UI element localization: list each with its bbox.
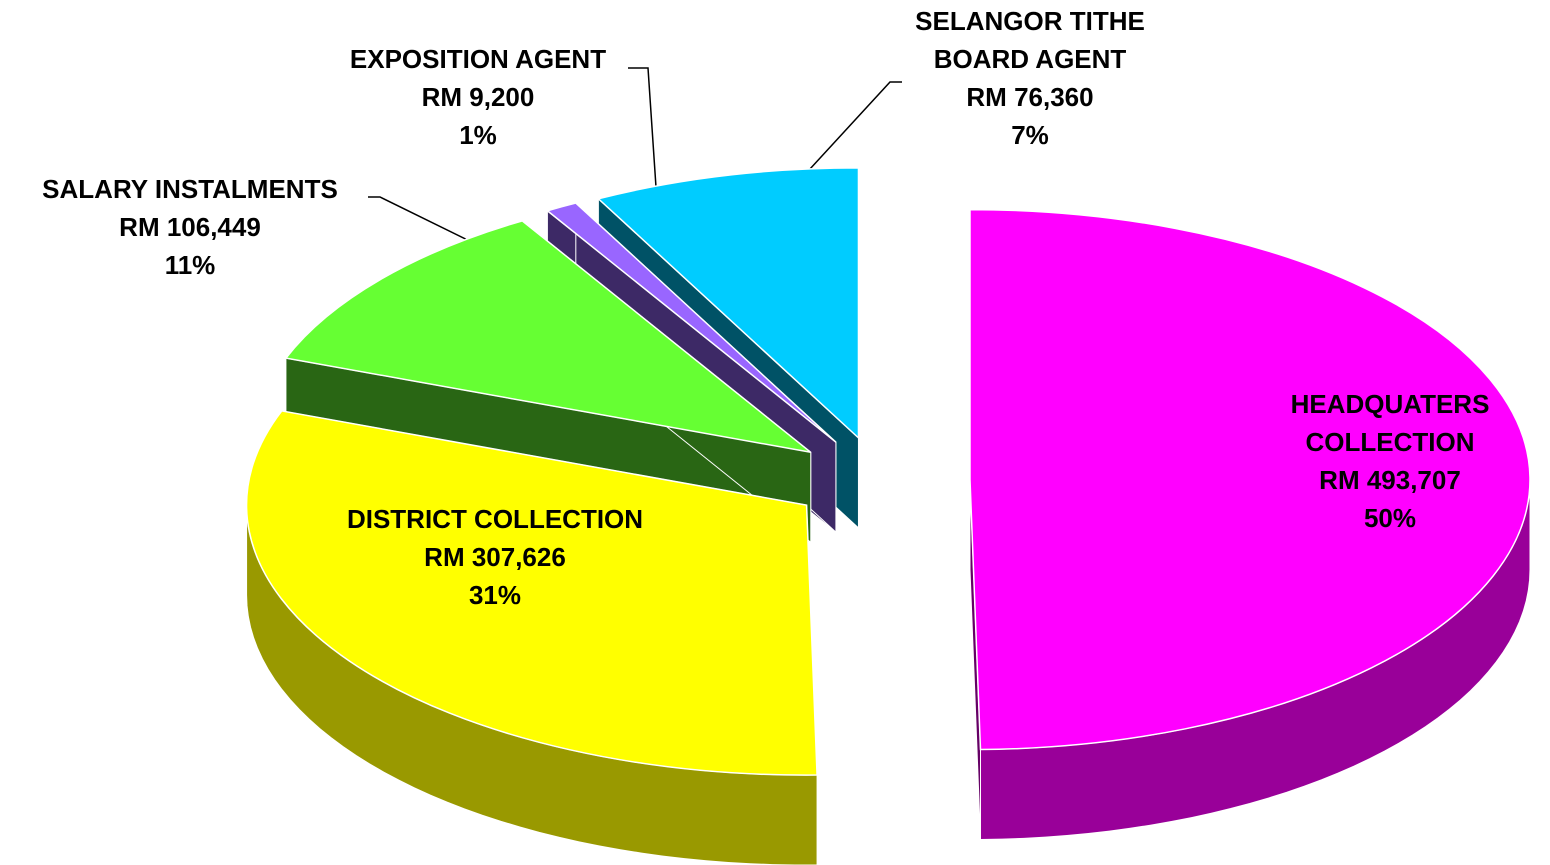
leader-line — [797, 81, 902, 183]
label-name: HEADQUATERS COLLECTION — [1290, 389, 1490, 457]
label-value: RM 493,707 — [1319, 465, 1461, 495]
data-label: SELANGOR TITHE BOARD AGENT RM 76,360 7% — [895, 2, 1165, 154]
slice-top — [245, 410, 818, 776]
label-name: EXPOSITION AGENT — [349, 44, 607, 74]
data-label: EXPOSITION AGENT RM 9,200 1% — [318, 40, 638, 154]
slice-top — [545, 202, 837, 443]
label-percent: 11% — [164, 250, 216, 280]
data-label: DISTRICT COLLECTION RM 307,626 31% — [290, 500, 700, 614]
label-percent: 1% — [459, 120, 497, 150]
label-name: DISTRICT COLLECTION — [346, 504, 644, 534]
label-value: RM 76,360 — [966, 82, 1094, 112]
label-name: SELANGOR TITHE BOARD AGENT — [915, 6, 1145, 74]
leader-line — [628, 67, 658, 203]
label-percent: 50% — [1363, 503, 1417, 533]
slice — [245, 410, 818, 865]
slice-top — [284, 220, 812, 454]
data-label: SALARY INSTALMENTS RM 106,449 11% — [0, 170, 380, 284]
data-label: HEADQUATERS COLLECTION RM 493,707 50% — [1270, 385, 1510, 537]
label-name: SALARY INSTALMENTS — [42, 174, 338, 204]
label-value: RM 307,626 — [424, 542, 566, 572]
label-percent: 31% — [468, 580, 522, 610]
slice-top — [969, 208, 1531, 751]
slice — [969, 208, 1531, 841]
label-value: RM 106,449 — [119, 212, 261, 242]
slice-top — [596, 167, 860, 440]
leader-line — [368, 196, 493, 253]
label-percent: 7% — [1011, 120, 1049, 150]
label-value: RM 9,200 — [421, 82, 535, 112]
